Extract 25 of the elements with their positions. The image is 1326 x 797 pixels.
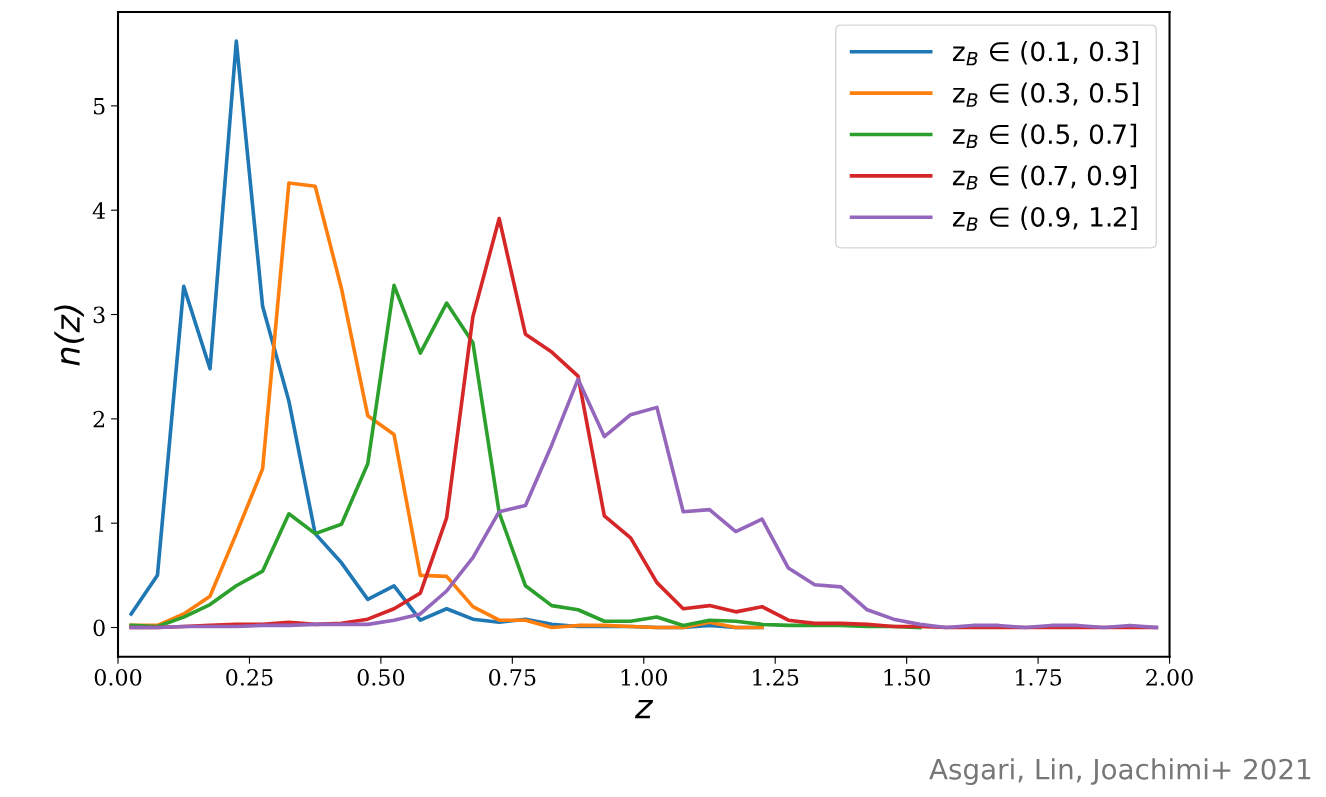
legend-label: z$_{B}$ ∈ (0.1, 0.3]	[952, 40, 1139, 66]
x-tick-label: 1.25	[753, 668, 799, 686]
x-tick-label: 1.00	[621, 668, 668, 686]
text: Asgari, Lin, Joachimi+ 2021	[929, 758, 1311, 786]
line-series	[129, 283, 922, 630]
y-tick-label: 2	[93, 410, 105, 428]
legend-label: z$_{B}$ ∈ (0.3, 0.5]	[952, 82, 1139, 107]
x-axis-title: z	[634, 699, 654, 719]
x-tick-label: 0.50	[357, 668, 405, 686]
y-tick-label: 3	[93, 306, 105, 324]
line-series	[129, 377, 1159, 630]
x-tick-label: 1.50	[884, 668, 930, 686]
x-tick-label: 0.25	[226, 668, 273, 686]
y-tick-label: 4	[92, 202, 106, 219]
legend-label: z$_{B}$ ∈ (0.7, 0.9]	[952, 165, 1137, 190]
x-tick-label: 0.00	[94, 668, 142, 686]
y-tick-label: 0	[93, 619, 105, 637]
y-tick-label: 1	[94, 515, 104, 532]
x-tick-label: 0.75	[489, 668, 536, 686]
x-tick-label: 2.00	[1146, 668, 1193, 686]
legend-label: z$_{B}$ ∈ (0.5, 0.7]	[952, 123, 1137, 149]
y-tick-label: 5	[93, 98, 105, 115]
y-axis-title: n(z)	[54, 305, 84, 366]
legend-label: z$_{B}$ ∈ (0.9, 1.2]	[952, 206, 1137, 231]
x-tick-label: 1.75	[1016, 668, 1062, 686]
